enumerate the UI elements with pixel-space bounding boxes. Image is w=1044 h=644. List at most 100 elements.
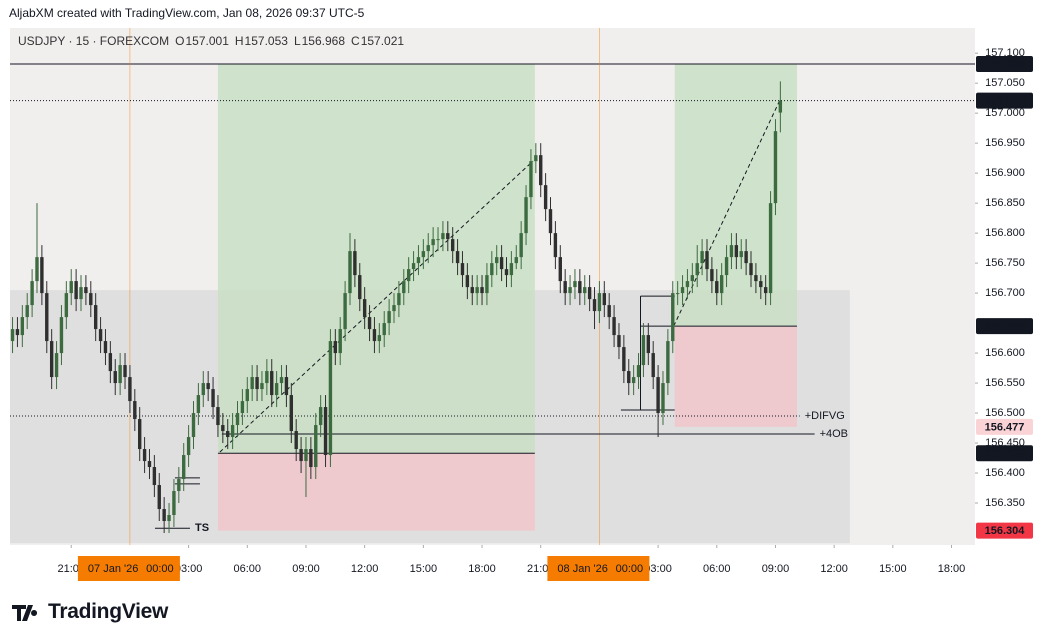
candle-body (509, 263, 514, 276)
candle-body (343, 293, 347, 330)
candle-body (30, 281, 34, 306)
candle-body (759, 281, 763, 288)
x-tick-label: 03:00 (644, 563, 672, 575)
candle-body (460, 263, 465, 276)
candle-body (436, 239, 440, 241)
x-tick-label: 18:00 (938, 563, 966, 575)
loss-area (217, 453, 535, 531)
candle-body (680, 287, 685, 294)
candle-body (260, 383, 264, 390)
ohlc-key: C (351, 34, 360, 48)
y-tick-label: 156.350 (985, 497, 1025, 509)
candle-body (191, 413, 196, 438)
candle-body (490, 263, 494, 276)
price-label: 156.433 (985, 448, 1025, 460)
x-tick-label: 15:00 (410, 563, 438, 575)
price-label-box (976, 445, 1033, 462)
candle-body (328, 341, 333, 456)
candle-body (142, 449, 147, 462)
candle-body (724, 257, 729, 276)
candle-body (685, 281, 690, 288)
candle-body (754, 275, 758, 282)
candle-body (133, 401, 137, 420)
candle-body (279, 377, 284, 384)
y-tick-label: 156.900 (985, 167, 1025, 179)
candle-body (15, 329, 20, 336)
candle-body (558, 257, 562, 282)
candle-body (118, 365, 122, 384)
x-tick-label: 06:00 (234, 563, 262, 575)
candle-body (416, 257, 421, 264)
ohlc-value: 157.021 (360, 34, 405, 48)
candle-body (318, 407, 323, 426)
candle-body (651, 353, 655, 378)
ohlc-value: 157.053 (244, 34, 288, 48)
y-tick-label: 156.850 (985, 197, 1025, 209)
candle-body (715, 281, 719, 294)
candle-body (426, 245, 430, 252)
candle-body (304, 449, 308, 462)
session-time: 00:00 (146, 563, 174, 575)
candle-body (431, 239, 435, 246)
x-tick-label: 15:00 (879, 563, 907, 575)
candle-body (411, 263, 416, 270)
candle-body (98, 329, 103, 342)
candle-body (128, 377, 132, 402)
candle-body (186, 437, 191, 456)
ohlc-key: O (175, 34, 185, 48)
candle-body (152, 467, 157, 486)
candle-body (167, 515, 171, 522)
x-tick-label: 18:00 (468, 563, 496, 575)
candle-body (358, 275, 362, 300)
candle-body (666, 341, 670, 384)
candle-body (529, 161, 533, 198)
session-date: 07 Jan '26 (88, 563, 138, 575)
candle-body (773, 131, 778, 204)
candle-body (465, 275, 470, 288)
price-label-box (976, 522, 1033, 539)
candle-body (612, 317, 616, 336)
price-label-box (976, 418, 1033, 435)
candle-body (294, 431, 298, 450)
x-tick-label: 09:00 (292, 563, 320, 575)
price-label: 156.645 (985, 320, 1025, 332)
candle-body (162, 509, 166, 522)
ohlc-close: C157.021 (351, 34, 404, 48)
level-label: +4OB (820, 428, 848, 440)
candle-body (695, 263, 699, 276)
candle-body (79, 287, 83, 300)
candle-body (480, 287, 484, 294)
candle-body (617, 335, 621, 348)
candle-body (216, 407, 220, 426)
candle-body (641, 335, 646, 366)
candle-body (739, 251, 743, 258)
candle-body (705, 251, 709, 270)
x-tick-label: 12:00 (820, 563, 848, 575)
candle-body (265, 371, 269, 384)
candle-body (534, 155, 538, 162)
y-tick-label: 156.600 (985, 347, 1025, 359)
logo-icon (12, 605, 38, 621)
candle-body (499, 257, 504, 270)
candle-body (719, 275, 724, 294)
candle-body (147, 461, 152, 468)
price-label-box (976, 55, 1033, 72)
session-time: 00:00 (616, 563, 644, 575)
price-label-box (976, 318, 1033, 335)
profit-area (217, 63, 535, 454)
candle-body (289, 395, 294, 432)
x-tick-label: 09:00 (762, 563, 790, 575)
candle-body (172, 491, 176, 516)
candle-body (377, 335, 382, 342)
candle-body (108, 353, 113, 372)
logo-text: TradingView (48, 600, 169, 623)
y-tick-label: 157.000 (985, 107, 1025, 119)
candle-body (226, 431, 230, 438)
candle-body (40, 257, 44, 294)
candle-body (103, 341, 108, 354)
session-date: 08 Jan '26 (557, 563, 607, 575)
candle-body (397, 293, 401, 306)
candle-body (729, 245, 734, 258)
